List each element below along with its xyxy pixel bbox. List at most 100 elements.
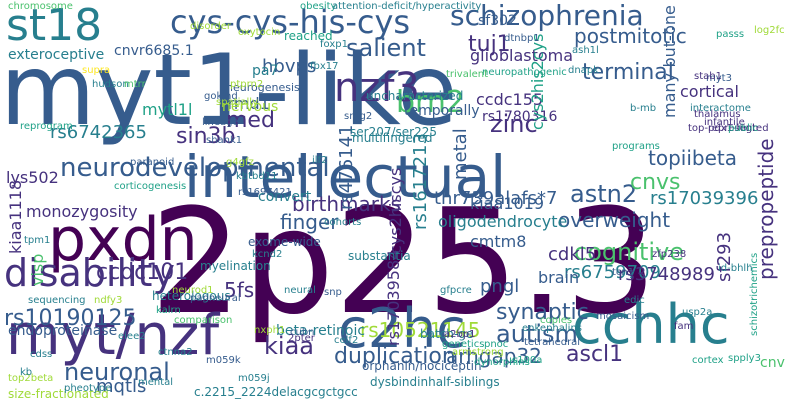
cloud-word: neurod1 xyxy=(172,285,214,296)
cloud-word: b-mb xyxy=(630,103,657,114)
cloud-word: chromosome xyxy=(8,1,73,12)
cloud-word: ndfy3 xyxy=(94,295,123,306)
cloud-word: kiaa1019 xyxy=(470,194,545,213)
cloud-word: beta-retinoic xyxy=(276,323,366,339)
cloud-word: substantia xyxy=(348,249,411,263)
cloud-word: tuj1 xyxy=(468,32,511,57)
cloud-word: shank1 xyxy=(206,135,243,146)
cloud-word: c2hc xyxy=(338,297,466,360)
cloud-word: frmd1 xyxy=(222,94,270,113)
cloud-word: astn2 xyxy=(570,180,638,208)
cloud-word: size-fractionated xyxy=(8,387,109,401)
cloud-word: cortical xyxy=(680,82,739,101)
cloud-word: hudson xyxy=(92,79,129,90)
cloud-word: log2fc xyxy=(754,25,785,36)
cloud-word: schizophrenia xyxy=(450,0,644,32)
cloud-word: nervous xyxy=(222,99,279,115)
cloud-word: birthmarks xyxy=(292,192,401,216)
cloud-word: ash1l xyxy=(572,45,599,56)
cloud-word: kb xyxy=(20,367,33,378)
cloud-word: m059k xyxy=(206,355,241,366)
cloud-word: genetics xyxy=(442,339,485,350)
cloud-word: kbtbd11 xyxy=(236,171,278,182)
cloud-word: ctnna2 xyxy=(158,347,193,358)
cloud-word: reprogram xyxy=(20,121,73,132)
cloud-word: rs3748989 xyxy=(618,264,715,285)
cloud-word: trivalent xyxy=(446,69,489,80)
cloud-word: zinc xyxy=(490,110,538,138)
cloud-word: kcnd2 xyxy=(252,249,283,260)
cloud-word: dnapk xyxy=(568,65,599,76)
cloud-word: usp2a xyxy=(682,307,713,318)
cloud-word: cdss xyxy=(30,349,53,360)
cloud-word: comparison xyxy=(174,315,233,326)
cloud-word: passs xyxy=(716,29,745,40)
cloud-word: cubn xyxy=(290,327,315,338)
cloud-word: sin3b xyxy=(176,124,236,149)
cloud-word: batch-ge xyxy=(420,327,474,341)
cloud-word: a2bp1 xyxy=(444,329,476,340)
cloud-word: myt/nzf xyxy=(6,303,220,368)
cloud-word: myt3 xyxy=(706,73,732,84)
cloud-word: sf302 xyxy=(478,13,517,29)
cloud-word: myt1-like xyxy=(0,34,458,148)
cloud-word: intellectual xyxy=(184,143,507,211)
cloud-word: programs xyxy=(612,141,660,152)
cloud-word: cohorts xyxy=(324,217,362,228)
cloud-word: paranoid xyxy=(130,157,175,168)
cloud-word: temporally xyxy=(404,103,480,119)
cloud-word: glioblastoma xyxy=(470,46,574,65)
cloud-word: fbx17 xyxy=(310,61,339,72)
cloud-word: cnvs xyxy=(630,170,681,195)
cloud-word: obesity xyxy=(300,1,337,12)
cloud-word: cys2hiscys xyxy=(386,167,405,254)
cloud-word: terminal xyxy=(582,60,674,85)
cloud-word: nxph1 xyxy=(254,325,286,336)
cloud-word: st18 xyxy=(6,0,103,51)
cloud-word: orphanin/nociceptin xyxy=(362,359,482,373)
cloud-word: thalamus xyxy=(694,109,741,120)
cloud-word: mqtls xyxy=(96,376,147,397)
cloud-word: brn2 xyxy=(396,85,465,120)
cloud-word: nzf3 xyxy=(334,65,420,111)
cloud-word: ccdc101 xyxy=(96,260,189,285)
cloud-word: metal xyxy=(450,128,471,180)
cloud-word: postmitotic xyxy=(574,24,687,48)
cloud-word: dynorphins xyxy=(474,357,530,368)
cloud-word: rs1617213 xyxy=(410,133,431,230)
cloud-word: armstrong xyxy=(452,347,504,358)
cloud-word: g4gfz xyxy=(226,157,254,168)
cloud-word: convert xyxy=(258,189,312,205)
cloud-word: neurogenesis xyxy=(226,81,300,94)
cloud-word: s100a xyxy=(512,355,543,366)
cloud-word: zfp238 xyxy=(652,249,687,260)
cloud-word: public xyxy=(728,123,759,134)
cloud-word: m059j xyxy=(238,373,270,384)
cloud-word: tetrahedral xyxy=(524,337,581,348)
cloud-word: rs10521145 xyxy=(360,318,481,342)
cloud-word: rs10190125 xyxy=(4,306,137,331)
cloud-word: cnv xyxy=(760,355,785,371)
cloud-word: kiaa1118 xyxy=(6,179,25,254)
cloud-word: pnoc xyxy=(484,339,509,350)
cloud-word: ptprn2 xyxy=(230,79,264,90)
cloud-word: foxp1 xyxy=(320,39,348,50)
cloud-word: ser207/ser225 xyxy=(350,125,437,139)
cloud-word: sntg2 xyxy=(344,111,373,122)
cloud-word: sf293 xyxy=(714,231,735,282)
cloud-word: pngl xyxy=(480,276,520,297)
cloud-word: synaptic xyxy=(496,300,589,325)
cloud-word: dtnbp1 xyxy=(504,33,540,44)
cloud-word: pxdn xyxy=(48,205,198,275)
cloud-word: cys-cys-his-cys xyxy=(170,3,411,41)
cloud-word: hbvps xyxy=(262,56,317,77)
cloud-word: arhgap32 xyxy=(446,344,542,368)
cloud-word: rs17039584 xyxy=(384,249,403,346)
cloud-word: salient xyxy=(346,34,426,62)
cloud-word: disorder xyxy=(190,21,232,32)
cloud-word: pa7 xyxy=(252,63,279,79)
cloud-word: exome-wide xyxy=(248,235,321,249)
cloud-word: pdx1-high xyxy=(708,123,759,134)
cloud-word: med xyxy=(226,108,275,133)
cloud-word: infantile xyxy=(704,117,745,128)
